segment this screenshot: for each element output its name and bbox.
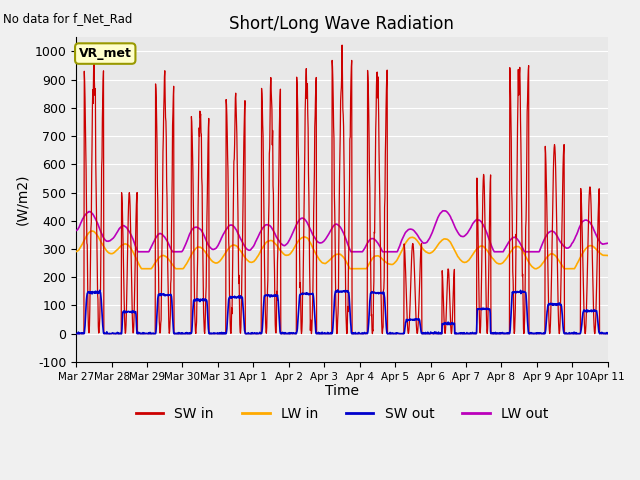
Title: Short/Long Wave Radiation: Short/Long Wave Radiation — [230, 15, 454, 33]
Y-axis label: (W/m2): (W/m2) — [15, 174, 29, 225]
Text: VR_met: VR_met — [79, 47, 132, 60]
X-axis label: Time: Time — [325, 384, 359, 398]
Legend: SW in, LW in, SW out, LW out: SW in, LW in, SW out, LW out — [130, 401, 554, 426]
Text: No data for f_Net_Rad: No data for f_Net_Rad — [3, 12, 132, 25]
